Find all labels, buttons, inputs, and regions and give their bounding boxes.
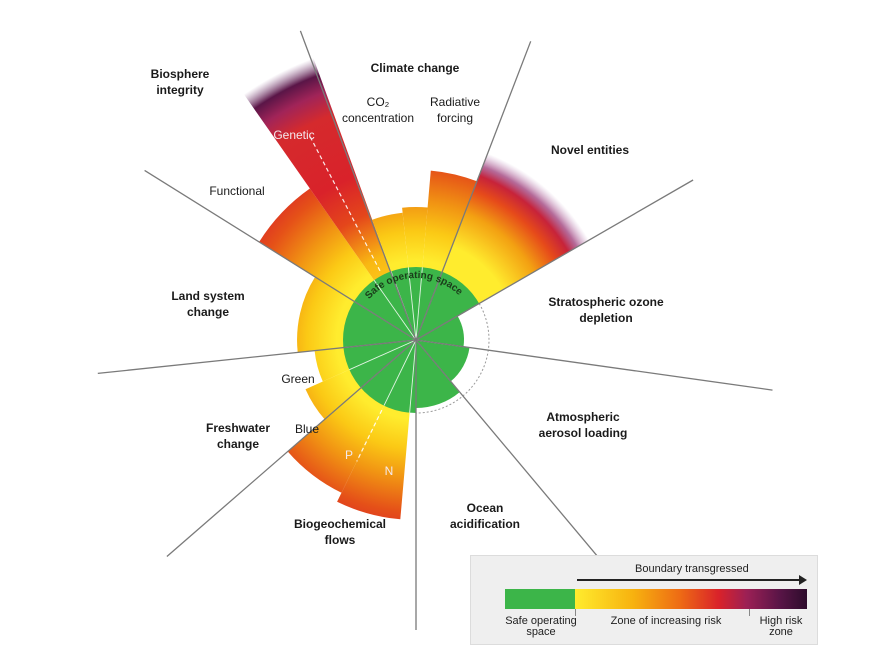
label-land-1: Land system xyxy=(171,289,244,303)
label-p: P xyxy=(345,448,353,462)
legend-high-caption: High risk zone xyxy=(749,616,813,638)
label-n: N xyxy=(385,464,394,478)
safe-separator-0 xyxy=(407,267,417,341)
divider-line-0 xyxy=(299,30,417,341)
label-biosphere-1: Biosphere xyxy=(151,67,210,81)
divider-line-7 xyxy=(97,339,417,375)
safe-separator-7 xyxy=(383,339,417,406)
label-climate-change: Climate change xyxy=(371,61,460,75)
legend-tick-left xyxy=(575,609,576,616)
label-concentration: concentration xyxy=(342,111,414,125)
label-ozone-1: Stratospheric ozone xyxy=(548,295,664,309)
legend-risk-caption: Zone of increasing risk xyxy=(610,615,722,627)
dash-biogeochemical xyxy=(356,409,383,462)
label-functional: Functional xyxy=(209,184,264,198)
legend-safe-line-1: Safe operating xyxy=(505,615,577,627)
divider-line-1 xyxy=(415,41,532,341)
label-forcing: forcing xyxy=(437,111,473,125)
label-novel-entities: Novel entities xyxy=(551,143,629,157)
safe-separator-1 xyxy=(415,267,423,341)
legend-safe-line-2: space xyxy=(526,626,556,638)
legend-safe-swatch xyxy=(505,589,575,609)
divider-line-2 xyxy=(415,179,694,341)
label-freshwater-1: Freshwater xyxy=(206,421,270,435)
legend-high-line-1: High risk xyxy=(759,615,803,627)
wedge-aerosol-loading xyxy=(416,340,470,382)
divider-line-8 xyxy=(144,169,417,341)
safe-separator-6 xyxy=(409,339,417,413)
divider-line-4 xyxy=(415,339,610,571)
label-blue: Blue xyxy=(295,422,319,436)
sector-dividers xyxy=(97,30,773,630)
label-biosphere-2: integrity xyxy=(156,83,204,97)
label-biogeo-2: flows xyxy=(325,533,356,547)
label-genetic: Genetic xyxy=(273,128,314,142)
label-radiative: Radiative xyxy=(430,95,480,109)
legend-safe-caption: Safe operating space xyxy=(491,616,591,638)
safe-separator-12 xyxy=(373,279,417,341)
legend-tick-right xyxy=(749,609,750,616)
label-ocean-2: acidification xyxy=(450,517,520,531)
label-aerosol-2: aerosol loading xyxy=(539,426,628,440)
legend: Boundary transgressed Safe operating spa… xyxy=(470,555,818,645)
legend-high-line-2: zone xyxy=(769,626,793,638)
label-freshwater-2: change xyxy=(217,437,259,451)
wedge-ocean-acidification xyxy=(416,340,460,408)
safe-separator-9 xyxy=(349,339,417,371)
dash-biosphere-genetic xyxy=(309,135,381,272)
wedge-biosphere-genetic xyxy=(243,58,416,340)
label-green: Green xyxy=(281,372,314,386)
label-ozone-2: depletion xyxy=(579,311,632,325)
legend-title: Boundary transgressed xyxy=(635,563,749,575)
divider-line-6 xyxy=(166,339,417,557)
label-co2: CO₂ xyxy=(367,95,390,109)
safe-boundary-dotted xyxy=(415,303,490,414)
legend-risk-swatch xyxy=(575,589,807,609)
label-ocean-1: Ocean xyxy=(467,501,504,515)
label-biogeo-1: Biogeochemical xyxy=(294,517,386,531)
legend-arrow xyxy=(577,575,807,585)
wedge-ozone-depletion xyxy=(416,316,464,347)
label-aerosol-1: Atmospheric xyxy=(546,410,620,424)
label-land-2: change xyxy=(187,305,229,319)
divider-line-3 xyxy=(415,339,773,391)
